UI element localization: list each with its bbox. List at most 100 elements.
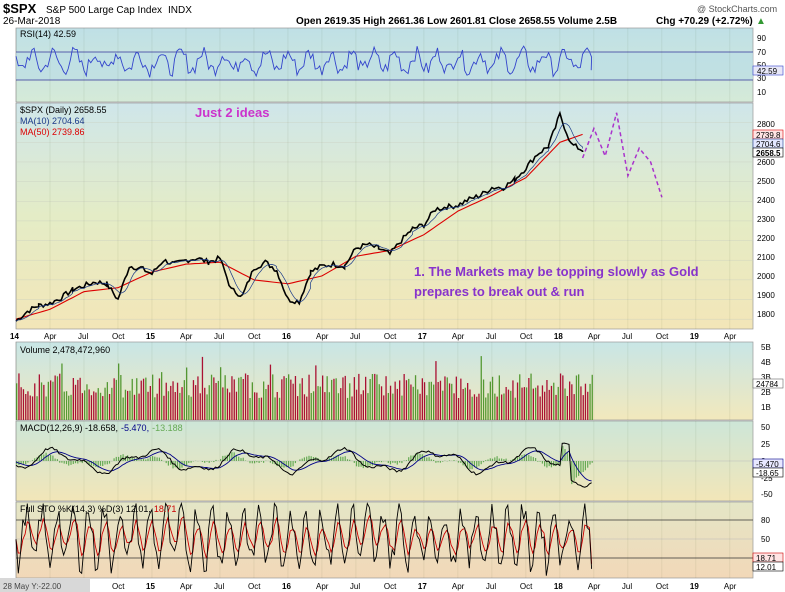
sto-k-flag [752, 561, 784, 572]
macd-flag-text: -18.65 [756, 469, 779, 478]
volume-bar [84, 390, 86, 420]
macd-hist-bar [149, 456, 151, 461]
macd-hist-bar [186, 461, 188, 466]
macd-hist-bar [68, 461, 70, 466]
ohlc-readout: Open 2619.35 High 2661.36 Low 2601.81 Cl… [296, 16, 617, 27]
volume-bar [294, 376, 297, 420]
macd-hist-bar [303, 457, 305, 461]
volume-bar [349, 383, 351, 420]
macd-hist-bar [389, 461, 392, 465]
volume-bar [507, 389, 510, 420]
volume-panel-bg [15, 341, 754, 421]
volume-bar [81, 393, 83, 420]
macd-hist-bar [362, 461, 364, 469]
volume-bar [124, 389, 127, 420]
volume-bar [269, 364, 272, 420]
macd-hist-bar [487, 459, 489, 461]
volume-bar [358, 373, 360, 420]
volume-bar [25, 394, 27, 420]
volume-bar [54, 375, 56, 420]
macd-hist-bar [72, 461, 74, 464]
macd-hist-bar [77, 461, 79, 464]
volume-bar [272, 374, 274, 420]
macd-hist-bar [120, 455, 122, 461]
macd-hist-bar [22, 461, 24, 464]
volume-tick: 5B [761, 343, 771, 352]
macd-hist-bar [485, 460, 487, 461]
volume-bar [505, 387, 507, 420]
macd-hist-bar [491, 458, 494, 461]
macd-label-hist: -13.188 [152, 423, 183, 433]
volume-bar [222, 387, 224, 420]
macd-hist-bar [220, 459, 222, 461]
x-tick-label: 15 [146, 332, 155, 341]
macd-hist-bar [249, 461, 251, 464]
macd-hist-bar [580, 461, 582, 474]
x-tick-label: Apr [724, 582, 737, 591]
macd-hist-bar [235, 454, 237, 461]
macd-hist-bar [176, 461, 179, 469]
volume-bar [523, 387, 525, 420]
macd-hist-bar [131, 457, 133, 461]
macd-hist-bar [467, 461, 469, 469]
volume-bar [408, 378, 410, 420]
macd-hist-bar [541, 461, 543, 464]
macd-hist-bar [167, 461, 169, 466]
macd-hist-bar [376, 461, 378, 463]
volume-bar [47, 381, 49, 420]
macd-hist-bar [408, 457, 410, 461]
volume-bar [460, 378, 462, 420]
macd-hist-bar [201, 461, 203, 462]
volume-bar [519, 374, 521, 420]
volume-bar [587, 391, 589, 420]
macd-hist-bar [183, 461, 185, 466]
price-line [15, 110, 584, 322]
volume-bar [276, 392, 278, 420]
volume-bar [56, 376, 59, 420]
volume-bar [494, 393, 496, 420]
macd-hist-bar [553, 461, 555, 466]
macd-hist-bar [79, 461, 81, 463]
x-tick-label: Jul [486, 332, 496, 341]
volume-axis: 5B 4B 3B 2B 1B [761, 343, 771, 412]
macd-hist-bar [290, 461, 292, 468]
x-tick-label: Jul [350, 332, 360, 341]
macd-hist-bar [519, 457, 521, 461]
macd-hist-bar [97, 461, 99, 468]
volume-bar [528, 378, 530, 420]
volume-bar [285, 378, 287, 420]
volume-bar [247, 375, 249, 420]
macd-hist-bar [190, 461, 192, 463]
volume-bar [111, 387, 113, 420]
volume-flag-text: 24784 [756, 380, 779, 389]
volume-bar [31, 396, 34, 420]
macd-hist-bar [206, 461, 208, 462]
volume-bar [172, 381, 174, 420]
macd-hist-bar [258, 461, 260, 463]
x-tick-label: 15 [146, 582, 155, 591]
volume-bar [401, 395, 403, 420]
volume-bar [412, 386, 414, 420]
volume-bar [471, 396, 473, 420]
volume-bar [138, 393, 140, 420]
macd-hist-bar [152, 456, 154, 461]
volume-bar [453, 393, 455, 420]
volume-bar [410, 384, 412, 420]
volume-bar [559, 373, 562, 420]
volume-bar [516, 382, 519, 420]
x-tick-label: Oct [384, 332, 397, 341]
macd-hist-bar [462, 461, 464, 466]
macd-hist-bar [308, 455, 310, 461]
macd-hist-bar [31, 460, 34, 461]
volume-bar [437, 382, 439, 420]
macd-hist-bar [27, 461, 29, 463]
macd-hist-bar [535, 458, 537, 461]
volume-bar [192, 380, 195, 420]
volume-bar [68, 395, 70, 420]
macd-line [15, 442, 592, 488]
volume-bar [331, 379, 333, 420]
volume-bar [405, 380, 408, 420]
macd-hist-bar [387, 461, 389, 463]
macd-hist-bar [496, 456, 498, 461]
volume-bar [188, 395, 190, 420]
